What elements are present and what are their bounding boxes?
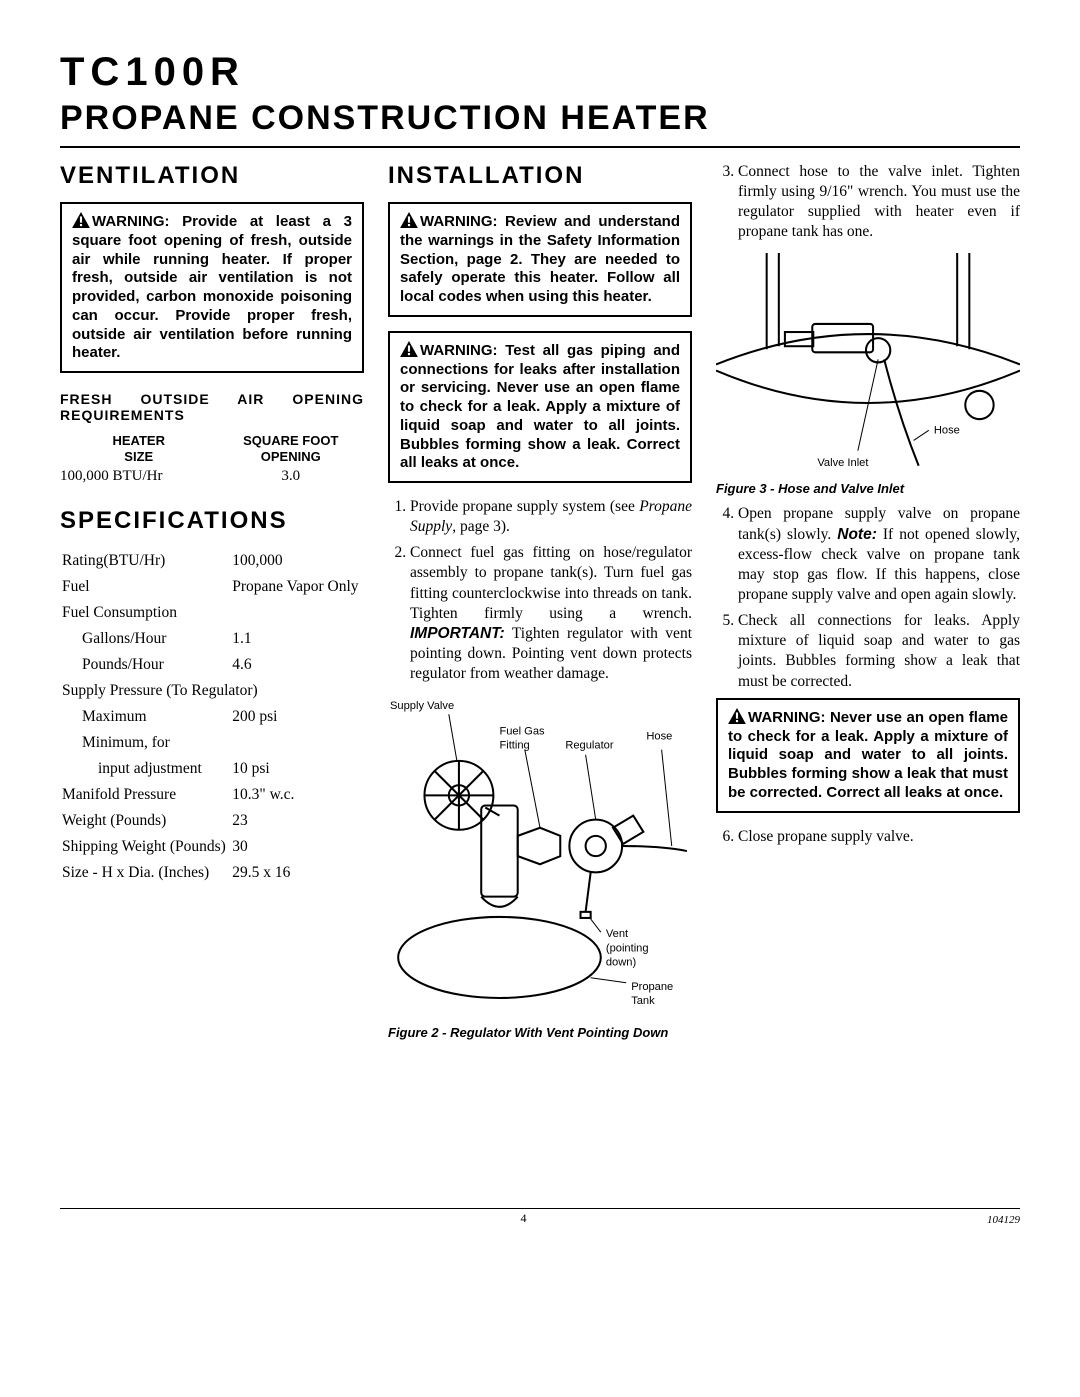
install-step-1: Provide propane supply system (see Propa… xyxy=(410,497,692,537)
column-3: Connect hose to the valve inlet. Tighten… xyxy=(716,162,1020,1048)
fig2-lbl-tank2: Tank xyxy=(631,995,655,1007)
page-number: 4 xyxy=(521,1211,527,1226)
install-warning-2: WARNING: Test all gas piping and connect… xyxy=(388,331,692,483)
model-number: TC100R xyxy=(60,50,1020,95)
air-opening-table: HEATERSIZE SQUARE FOOTOPENING 100,000 BT… xyxy=(60,431,364,485)
step4-b: Note: xyxy=(837,526,877,543)
step2-b: IMPORTANT: xyxy=(410,625,505,642)
spec-max-l: Maximum xyxy=(62,705,230,729)
spec-min2-l: input adjustment xyxy=(62,757,230,781)
install-warning-1: WARNING: Review and understand the warni… xyxy=(388,202,692,317)
fig2-lbl-vent1: Vent xyxy=(606,928,629,940)
spec-fuel-v: Propane Vapor Only xyxy=(232,575,362,599)
install-warning-3-text: WARNING: Never use an open flame to chec… xyxy=(728,709,1008,801)
spec-wt-l: Weight (Pounds) xyxy=(62,809,230,833)
fig2-lbl-vent3: down) xyxy=(606,957,637,969)
air-table-title: FRESH OUTSIDE AIR OPENING REQUIREMENTS xyxy=(60,391,364,423)
column-1: VENTILATION WARNING: Provide at least a … xyxy=(60,162,364,1048)
figure-2: Supply Valve Fuel Gas Fitting Regulator … xyxy=(388,694,692,1039)
spec-sp-l: Supply Pressure (To Regulator) xyxy=(62,679,362,703)
fig2-lbl-vent2: (pointing xyxy=(606,943,649,955)
spec-gph-v: 1.1 xyxy=(232,627,362,651)
step1-c: , page 3). xyxy=(452,518,510,535)
step1-a: Provide propane supply system (see xyxy=(410,498,639,515)
install-warning-3: WARNING: Never use an open flame to chec… xyxy=(716,698,1020,813)
install-step-2: Connect fuel gas fitting on hose/regulat… xyxy=(410,543,692,684)
install-step-6-list: Close propane supply valve. xyxy=(716,827,1020,847)
air-col2-l2: OPENING xyxy=(261,449,321,464)
fig2-caption: Figure 2 - Regulator With Vent Pointing … xyxy=(388,1025,692,1040)
warning-icon xyxy=(400,212,418,228)
specs-heading: SPECIFICATIONS xyxy=(60,507,364,535)
install-warning-2-text: WARNING: Test all gas piping and connect… xyxy=(400,342,680,472)
install-step-3: Connect hose to the valve inlet. Tighten… xyxy=(738,162,1020,243)
spec-gph-l: Gallons/Hour xyxy=(62,627,230,651)
spec-sw-v: 30 xyxy=(232,835,362,859)
spec-pph-l: Pounds/Hour xyxy=(62,653,230,677)
air-row-size: 100,000 BTU/Hr xyxy=(60,466,217,485)
install-steps-4-5: Open propane supply valve on propane tan… xyxy=(716,504,1020,691)
column-2: INSTALLATION WARNING: Review and underst… xyxy=(388,162,692,1048)
spec-fc-l: Fuel Consumption xyxy=(62,601,362,625)
figure-3-svg: Hose Valve Inlet xyxy=(716,253,1020,476)
fig2-lbl-tank1: Propane xyxy=(631,981,673,993)
title-rule xyxy=(60,146,1020,148)
installation-heading: INSTALLATION xyxy=(388,162,692,190)
step2-a: Connect fuel gas fitting on hose/regulat… xyxy=(410,544,692,621)
air-col2-l1: SQUARE FOOT xyxy=(243,433,338,448)
spec-rating-v: 100,000 xyxy=(232,549,362,573)
spec-mp-v: 10.3" w.c. xyxy=(232,783,362,807)
specs-table: Rating(BTU/Hr)100,000 FuelPropane Vapor … xyxy=(60,547,364,887)
ventilation-warning-text: WARNING: Provide at least a 3 square foo… xyxy=(72,213,352,361)
figure-2-svg: Supply Valve Fuel Gas Fitting Regulator … xyxy=(388,694,692,1018)
doc-number: 104129 xyxy=(987,1214,1020,1226)
spec-fuel-l: Fuel xyxy=(62,575,230,599)
fig3-lbl-valve: Valve Inlet xyxy=(817,456,869,468)
spec-sz-l: Size - H x Dia. (Inches) xyxy=(62,861,230,885)
fig2-lbl-regulator: Regulator xyxy=(565,740,614,752)
fig2-lbl-supply: Supply Valve xyxy=(390,700,454,712)
spec-min2-v: 10 psi xyxy=(232,757,362,781)
fig2-lbl-fuelgas: Fuel Gas xyxy=(499,726,545,738)
fig3-lbl-hose: Hose xyxy=(934,424,960,436)
spec-max-v: 200 psi xyxy=(232,705,362,729)
fig2-lbl-fitting: Fitting xyxy=(499,740,529,752)
install-step-4: Open propane supply valve on propane tan… xyxy=(738,504,1020,605)
ventilation-warning-box: WARNING: Provide at least a 3 square foo… xyxy=(60,202,364,373)
warning-icon xyxy=(728,708,746,724)
ventilation-heading: VENTILATION xyxy=(60,162,364,190)
product-title: PROPANE CONSTRUCTION HEATER xyxy=(60,99,1020,138)
install-steps-1-2: Provide propane supply system (see Propa… xyxy=(388,497,692,684)
warning-icon xyxy=(72,212,90,228)
spec-pph-v: 4.6 xyxy=(232,653,362,677)
air-row-opening: 3.0 xyxy=(217,466,364,485)
install-step-5: Check all connections for leaks. Apply m… xyxy=(738,611,1020,692)
spec-wt-v: 23 xyxy=(232,809,362,833)
figure-3: Hose Valve Inlet Figure 3 - Hose and Val… xyxy=(716,253,1020,497)
spec-mp-l: Manifold Pressure xyxy=(62,783,230,807)
warning-icon xyxy=(400,341,418,357)
fig3-caption: Figure 3 - Hose and Valve Inlet xyxy=(716,481,1020,496)
install-warning-1-text: WARNING: Review and understand the warni… xyxy=(400,213,680,305)
spec-min-l: Minimum, for xyxy=(62,731,230,755)
install-step-3-list: Connect hose to the valve inlet. Tighten… xyxy=(716,162,1020,243)
install-step-6: Close propane supply valve. xyxy=(738,827,1020,847)
spec-sw-l: Shipping Weight (Pounds) xyxy=(62,835,230,859)
spec-rating-l: Rating(BTU/Hr) xyxy=(62,549,230,573)
air-col1-l1: HEATER xyxy=(113,433,165,448)
air-col1-l2: SIZE xyxy=(124,449,153,464)
fig2-lbl-hose: Hose xyxy=(646,731,672,743)
spec-sz-v: 29.5 x 16 xyxy=(232,861,362,885)
page-footer: 4 104129 xyxy=(60,1208,1020,1226)
